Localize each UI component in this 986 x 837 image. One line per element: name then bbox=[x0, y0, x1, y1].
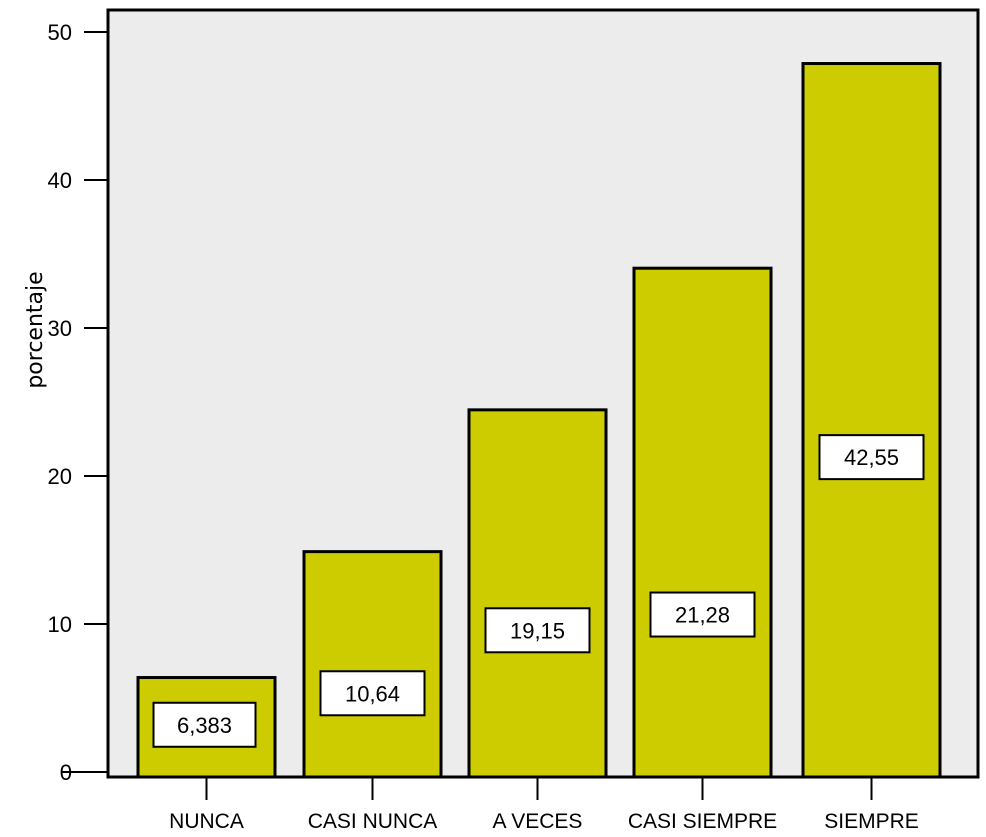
y-axis-label: porcentaje bbox=[23, 271, 48, 388]
y-tick-label: 40 bbox=[48, 168, 72, 193]
x-tick-label: SIEMPRE bbox=[824, 810, 919, 833]
data-label: 42,55 bbox=[844, 445, 899, 470]
data-label-box bbox=[818, 434, 925, 481]
y-axis: 0 10 20 30 40 50 bbox=[48, 20, 108, 785]
x-tick-label: CASI SIEMPRE bbox=[628, 810, 777, 833]
y-tick-label: 10 bbox=[48, 612, 72, 637]
x-tick-label: CASI NUNCA bbox=[308, 810, 438, 833]
bar bbox=[801, 62, 942, 779]
bars-group: 6,383 10,64 19,15 21,28 42,55 bbox=[136, 62, 942, 779]
x-tick-label: NUNCA bbox=[169, 810, 244, 833]
y-tick-label: 50 bbox=[48, 20, 72, 45]
data-label: 6,383 bbox=[177, 713, 232, 738]
data-label-box bbox=[152, 701, 257, 748]
data-label: 10,64 bbox=[345, 681, 400, 706]
data-label: 19,15 bbox=[510, 618, 565, 643]
bar bbox=[302, 550, 443, 779]
data-label-box bbox=[484, 607, 591, 654]
y-tick-label: 0 bbox=[60, 760, 72, 785]
y-tick-label: 30 bbox=[48, 316, 72, 341]
x-tick-label: A VECES bbox=[493, 810, 583, 833]
y-tick-label: 20 bbox=[48, 464, 72, 489]
data-label: 21,28 bbox=[675, 603, 730, 628]
bar bbox=[632, 266, 773, 779]
data-label-box bbox=[649, 591, 756, 638]
data-label-box bbox=[319, 670, 426, 717]
bar bbox=[467, 408, 608, 779]
x-axis: NUNCA CASI NUNCA A VECES CASI SIEMPRE SIEMPR… bbox=[169, 777, 919, 833]
